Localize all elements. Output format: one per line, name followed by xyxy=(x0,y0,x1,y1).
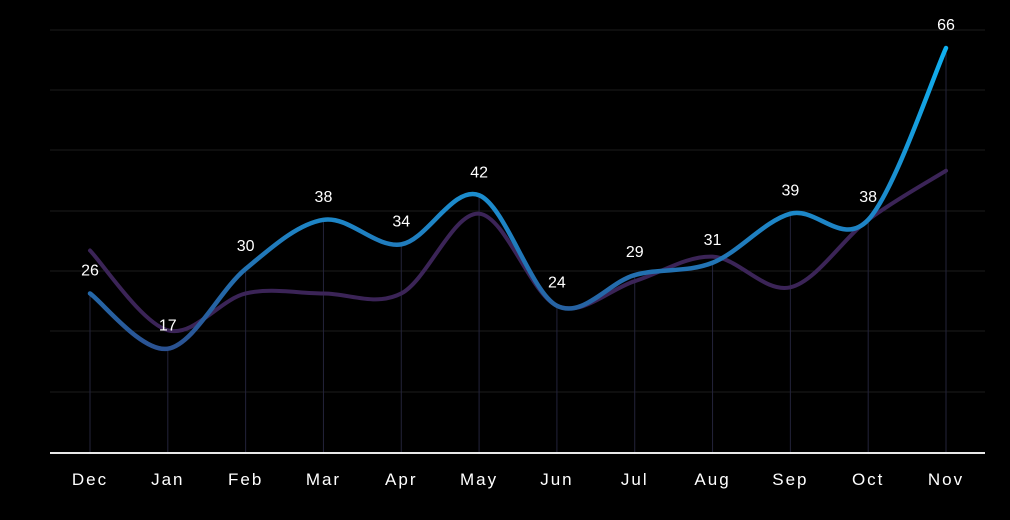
data-label-oct: 38 xyxy=(859,189,877,206)
x-tick-label-may: May xyxy=(460,470,498,489)
series-line-primary xyxy=(87,45,949,351)
grid-lines xyxy=(50,29,985,393)
data-label-jan: 17 xyxy=(159,318,177,335)
data-label-aug: 31 xyxy=(704,232,722,249)
data-label-feb: 30 xyxy=(237,238,255,255)
data-label-nov: 66 xyxy=(937,17,955,34)
x-axis-ticks: Dec Jan Feb Mar Apr May Jun Jul Aug Sep Oct Nov xyxy=(72,470,964,489)
data-label-apr: 34 xyxy=(392,213,410,230)
x-tick-label-mar: Mar xyxy=(306,470,341,489)
x-tick-label-jun: Jun xyxy=(540,470,573,489)
x-tick-label-feb: Feb xyxy=(228,470,263,489)
drop-lines xyxy=(89,48,947,453)
series-line-secondary xyxy=(88,168,948,334)
data-label-dec: 26 xyxy=(81,262,99,279)
data-label-may: 42 xyxy=(470,164,488,181)
data-labels: 26 17 30 38 34 42 24 29 31 39 38 66 xyxy=(81,17,955,335)
data-label-mar: 38 xyxy=(315,189,333,206)
data-label-jul: 29 xyxy=(626,244,644,261)
series-lines xyxy=(87,45,949,351)
x-tick-label-dec: Dec xyxy=(72,470,108,489)
x-tick-label-jan: Jan xyxy=(151,470,184,489)
x-tick-label-aug: Aug xyxy=(694,470,730,489)
x-tick-label-oct: Oct xyxy=(852,470,884,489)
x-tick-label-nov: Nov xyxy=(928,470,964,489)
x-tick-label-apr: Apr xyxy=(385,470,417,489)
data-label-sep: 39 xyxy=(781,183,799,200)
data-label-jun: 24 xyxy=(548,275,566,292)
x-tick-label-sep: Sep xyxy=(772,470,808,489)
x-tick-label-jul: Jul xyxy=(621,470,649,489)
